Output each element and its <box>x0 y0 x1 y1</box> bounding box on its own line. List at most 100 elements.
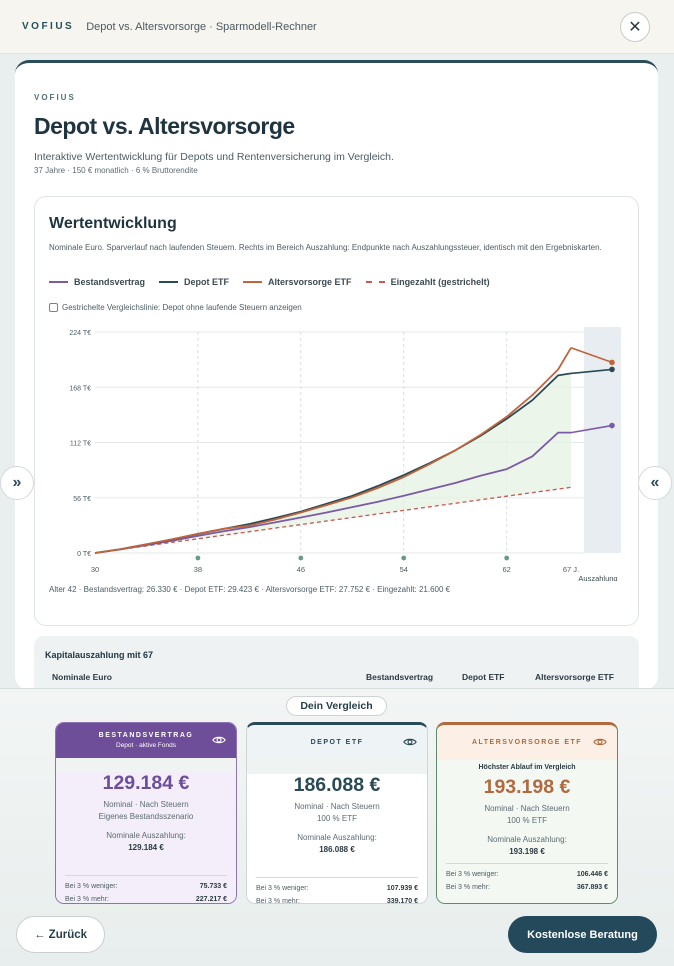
card-highlight-note: Höchster Ablauf im Vergleich <box>478 764 576 771</box>
panel-accent <box>478 60 658 63</box>
line-chart[interactable]: 0 T€ 56 T€ 112 T€ 168 T€ 224 T€ 30 38 46 54 62 67 … <box>35 317 638 581</box>
y-tick-label: 112 T€ <box>70 441 91 448</box>
payout-col-header: Altersvorsorge ETF <box>535 672 614 682</box>
payout-col-header: Depot ETF <box>462 672 505 682</box>
legend-item-bestandsvertrag[interactable]: Bestandsvertrag <box>49 277 145 287</box>
next-arrow-button[interactable]: « <box>638 466 672 500</box>
compare-checkbox-label: Gestrichelte Vergleichslinie: Depot ohne… <box>62 303 302 312</box>
card-body: 129.184 € Nominal · Nach Steuern Eigenes… <box>56 772 236 903</box>
compare-checkbox-row[interactable]: Gestrichelte Vergleichslinie: Depot ohne… <box>49 303 302 312</box>
sensitivity-row: Bei 3 % mehr: 367.893 € <box>446 884 608 891</box>
y-tick-label: 56 T€ <box>73 496 91 503</box>
legend-swatch <box>49 281 68 283</box>
payout-point <box>609 366 615 373</box>
x-tick-label: 38 <box>194 565 202 574</box>
hover-readout: Alter 42 · Bestandsvertrag: 26.330 € · D… <box>49 585 451 594</box>
card-line: 100 % ETF <box>506 816 547 825</box>
payout-connector <box>570 368 613 375</box>
card-header: DEPOT ETF <box>247 725 427 760</box>
eye-icon[interactable] <box>403 735 417 749</box>
legend-label: Altersvorsorge ETF <box>268 277 352 287</box>
milestone-dot <box>401 555 407 561</box>
page-meta: 37 Jahre · 150 € monatlich · 6 % Bruttor… <box>34 166 198 175</box>
card-line: Nominal · Nach Steuern <box>484 804 570 813</box>
card-sensitivity: Bei 3 % weniger: 106.446 € Bei 3 % mehr: 3… <box>446 863 608 894</box>
window-title: Depot vs. Altersvorsorge · Sparmodell-Re… <box>86 20 317 33</box>
card-amount: 129.184 € <box>102 772 190 794</box>
card-payout-value: 129.184 € <box>128 843 164 852</box>
x-tick-label: 67 J. <box>563 565 579 574</box>
page-subtitle: Interaktive Wertentwicklung für Depots u… <box>34 151 394 163</box>
card-sensitivity: Bei 3 % weniger: 75.733 € Bei 3 % mehr: 22… <box>65 875 227 903</box>
y-tick-label: 224 T€ <box>69 330 91 337</box>
card-line: 100 % ETF <box>316 814 357 823</box>
eye-icon[interactable] <box>593 735 607 749</box>
back-button[interactable]: ← Zurück <box>16 916 105 953</box>
sensitivity-row: Bei 3 % weniger: 107.939 € <box>256 885 418 892</box>
compare-checkbox[interactable] <box>49 303 58 312</box>
payout-zone <box>584 327 621 553</box>
close-icon: ✕ <box>628 19 642 36</box>
legend-item-eingezahlt[interactable]: Eingezahlt (gestrichelt) <box>365 277 490 287</box>
card-payout-label: Nominale Auszahlung: <box>297 833 377 842</box>
chart-card: Wertentwicklung Nominale Euro. Sparverla… <box>34 196 639 626</box>
legend-item-depot-etf[interactable]: Depot ETF <box>159 277 229 287</box>
line-eingezahlt <box>94 486 572 554</box>
card-body: 186.088 € Nominal · Nach Steuern 100 % E… <box>247 774 427 904</box>
card-name: ALTERSVORSORGE ETF <box>471 739 583 746</box>
payout-axis-label: Auszahlung <box>578 574 617 581</box>
payout-table: Kapitalauszahlung mit 67 Nominale Euro B… <box>34 636 639 690</box>
sensitivity-row: Bei 3 % mehr: 227.217 € <box>65 896 227 903</box>
milestone-dot <box>504 555 510 561</box>
card-line: Nominal · Nach Steuern <box>294 802 380 811</box>
chart-title: Wertentwicklung <box>49 215 177 232</box>
payout-col-header: Nominale Euro <box>52 672 112 682</box>
line-bestandsvertrag <box>94 431 571 554</box>
eye-icon[interactable] <box>212 733 226 747</box>
x-tick-label: 30 <box>91 565 99 574</box>
card-name: BESTANDSVERTRAG <box>98 732 194 739</box>
milestone-dot <box>195 555 201 561</box>
card-line: Eigenes Bestandsszenario <box>98 812 194 821</box>
consultation-button[interactable]: Kostenlose Beratung <box>508 916 657 953</box>
gain-area <box>95 373 571 553</box>
payout-col-header: Bestandsvertrag <box>366 672 434 682</box>
y-tick-label: 168 T€ <box>69 385 91 392</box>
sensitivity-row: Bei 3 % weniger: 75.733 € <box>65 883 227 890</box>
chart-legend: Bestandsvertrag Depot ETF Altersvorsorge… <box>49 277 490 287</box>
prev-arrow-button[interactable]: » <box>0 466 34 500</box>
card-amount: 186.088 € <box>293 774 381 796</box>
payout-point <box>609 422 615 429</box>
card-payout-label: Nominale Auszahlung: <box>106 831 186 840</box>
legend-item-altersvorsorge-etf[interactable]: Altersvorsorge ETF <box>243 277 352 287</box>
x-tick-label: 46 <box>297 565 305 574</box>
result-card-bestandsvertrag[interactable]: BESTANDSVERTRAG Depot · aktive Fonds 129… <box>55 722 237 904</box>
card-line: Nominal · Nach Steuern <box>103 800 189 809</box>
main-panel: VOFIUS Depot vs. Altersvorsorge Interakt… <box>15 60 658 690</box>
brand-logo: VOFIUS <box>22 21 75 32</box>
x-tick-label: 54 <box>400 565 408 574</box>
legend-label: Eingezahlt (gestrichelt) <box>390 277 490 287</box>
card-amount: 193.198 € <box>483 776 571 798</box>
close-button[interactable]: ✕ <box>620 12 650 42</box>
legend-label: Bestandsvertrag <box>74 277 146 287</box>
chart-description: Nominale Euro. Sparverlauf nach laufende… <box>49 243 602 252</box>
legend-swatch <box>159 281 179 283</box>
card-header: ALTERSVORSORGE ETF <box>437 725 617 760</box>
card-name: DEPOT ETF <box>310 739 364 746</box>
card-payout-value: 186.088 € <box>319 845 355 854</box>
page-kicker: VOFIUS <box>34 93 76 102</box>
card-header: BESTANDSVERTRAG Depot · aktive Fonds <box>56 723 236 758</box>
result-card-altersvorsorge-etf[interactable]: ALTERSVORSORGE ETF Höchster Ablauf im Ve… <box>436 722 618 904</box>
line-altersvorsorge-etf <box>94 347 572 554</box>
payout-connector <box>570 347 613 364</box>
page-title: Depot vs. Altersvorsorge <box>34 113 295 139</box>
sensitivity-row: Bei 3 % mehr: 339.170 € <box>256 898 418 904</box>
card-sensitivity: Bei 3 % weniger: 107.939 € Bei 3 % mehr: 3… <box>256 877 418 904</box>
y-tick-label: 0 T€ <box>77 551 91 558</box>
payout-connector <box>570 424 613 434</box>
double-chevron-left-icon: « <box>650 474 660 491</box>
result-card-depot-etf[interactable]: DEPOT ETF 186.088 € Nominal · Nach Steue… <box>246 722 428 904</box>
compare-label: Dein Vergleich <box>286 696 387 716</box>
payout-point <box>609 359 615 366</box>
